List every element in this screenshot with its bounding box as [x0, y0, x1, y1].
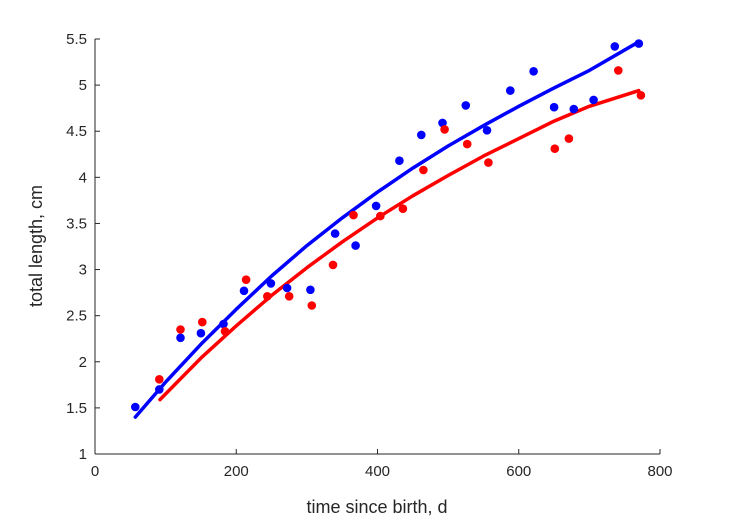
data-point-series-1: [371, 201, 381, 211]
axes: 0 200 400 600 800 1 1.5 2 2.5 3 3.5 4 4.5 5 5.5: [66, 31, 672, 480]
data-point-series-1: [330, 229, 340, 238]
data-point-series-2: [198, 317, 207, 327]
data-points: [131, 39, 646, 412]
data-point-series-1: [155, 385, 164, 394]
x-tick-label: 200: [224, 463, 249, 480]
data-point-series-1: [351, 241, 360, 250]
y-axis-label: total length, cm: [26, 185, 46, 307]
data-point-series-2: [155, 375, 164, 384]
data-point-series-1: [506, 86, 515, 95]
plot-area: [95, 39, 660, 454]
data-point-series-1: [482, 126, 492, 135]
data-point-series-2: [349, 210, 358, 220]
y-tick-label: 4: [79, 169, 87, 186]
data-point-series-2: [550, 144, 560, 153]
data-point-series-1: [239, 286, 249, 296]
fit-lines: [133, 40, 641, 419]
data-point-series-1: [610, 42, 620, 51]
data-point-series-2: [376, 211, 385, 221]
x-tick-label: 0: [91, 463, 99, 480]
data-point-series-1: [219, 319, 228, 329]
data-point-series-1: [176, 333, 185, 343]
data-point-series-1: [395, 156, 404, 165]
data-point-series-1: [196, 328, 206, 338]
data-point-series-1: [306, 285, 315, 295]
y-tick-label: 1.5: [66, 400, 87, 417]
data-point-series-2: [614, 66, 623, 75]
x-tick-label: 800: [647, 463, 672, 480]
data-point-series-1: [589, 95, 598, 105]
y-tick-label: 5: [79, 77, 87, 94]
data-point-series-1: [634, 39, 644, 48]
y-tick-label: 3.5: [66, 215, 87, 232]
data-point-series-2: [284, 292, 294, 301]
y-tick-label: 5.5: [66, 31, 87, 48]
data-point-series-1: [438, 118, 447, 128]
data-point-series-2: [440, 125, 449, 134]
data-point-series-2: [241, 275, 251, 285]
data-point-series-1: [282, 283, 292, 293]
data-point-series-1: [461, 101, 471, 110]
data-point-series-2: [484, 158, 493, 167]
data-point-series-2: [564, 134, 574, 143]
data-point-series-1: [569, 104, 579, 114]
data-point-series-2: [220, 327, 230, 336]
x-axis-label: time since birth, d: [306, 497, 447, 517]
data-point-series-1: [417, 130, 426, 140]
data-point-series-2: [328, 260, 338, 270]
fit-line-series-1: [133, 40, 641, 419]
data-point-series-1: [131, 402, 140, 412]
data-point-series-2: [176, 325, 185, 334]
x-tick-label: 400: [365, 463, 390, 480]
fit-line-series-2: [158, 88, 641, 402]
y-tick-label: 3: [79, 262, 87, 279]
y-tick-label: 1: [79, 446, 87, 463]
data-point-series-1: [529, 67, 538, 76]
data-point-series-1: [549, 102, 559, 112]
data-point-series-2: [636, 91, 646, 100]
data-point-series-2: [307, 301, 317, 310]
data-point-series-2: [462, 139, 472, 149]
data-point-series-2: [263, 292, 272, 301]
x-tick-label: 600: [506, 463, 531, 480]
data-point-series-2: [419, 165, 428, 175]
y-tick-label: 2.5: [66, 308, 87, 325]
data-point-series-1: [266, 279, 276, 288]
data-point-series-2: [398, 204, 408, 213]
y-tick-label: 4.5: [66, 123, 87, 140]
y-tick-label: 2: [79, 354, 87, 371]
